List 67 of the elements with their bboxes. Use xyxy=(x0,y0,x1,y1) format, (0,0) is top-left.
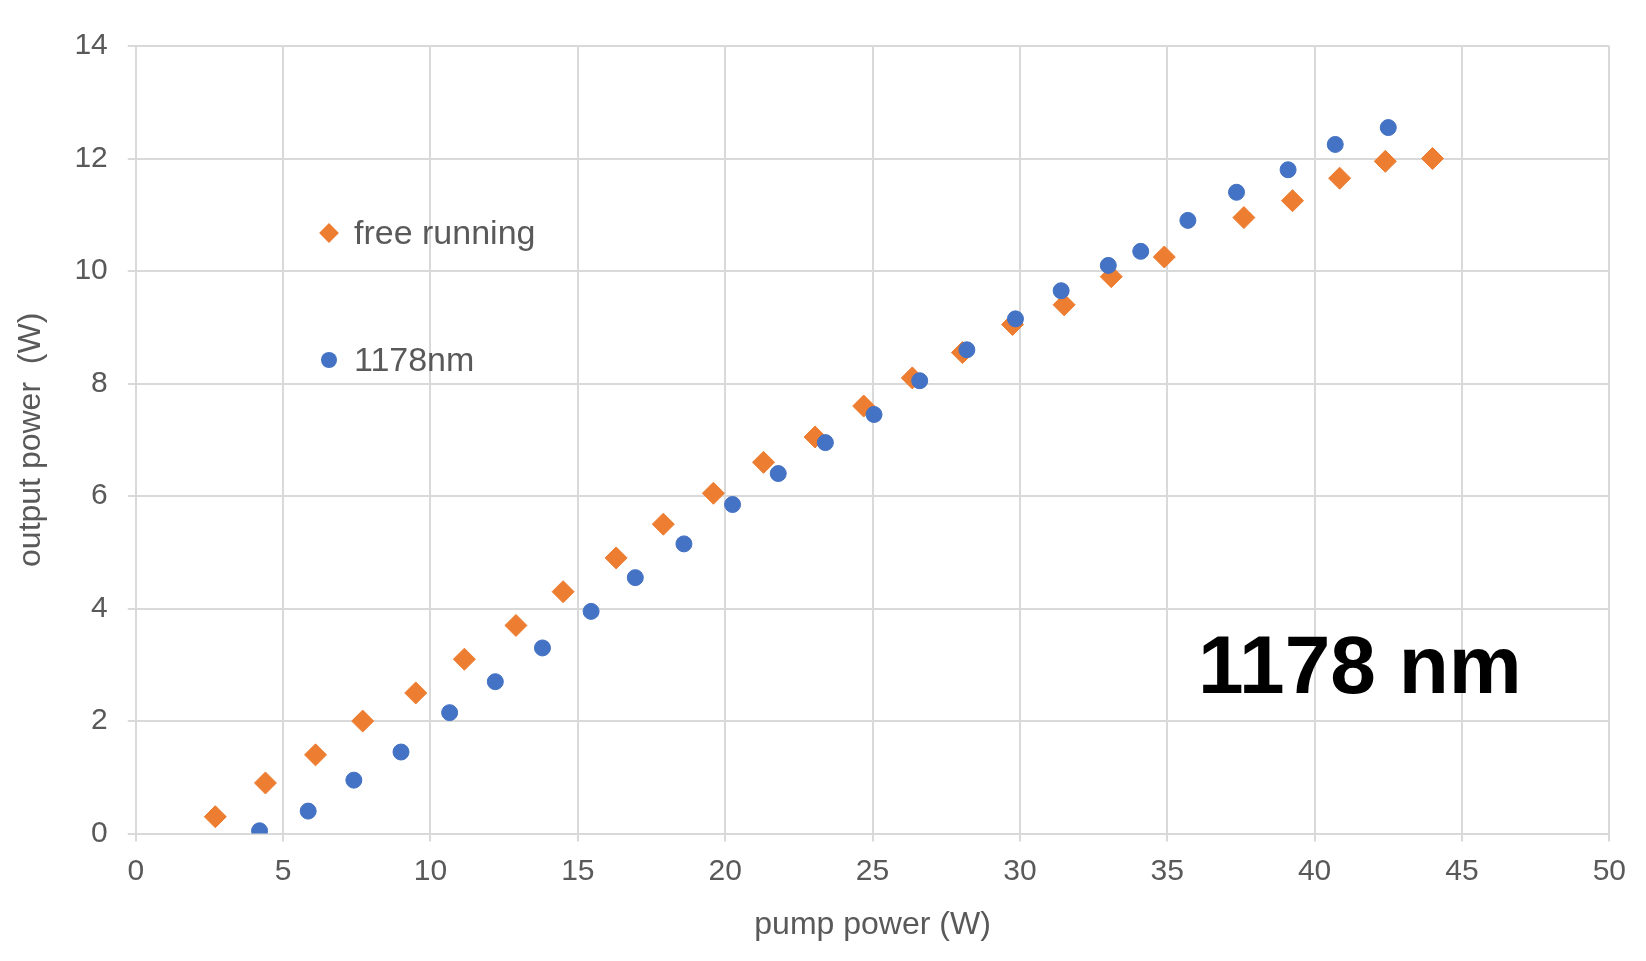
point xyxy=(769,465,787,483)
point xyxy=(675,535,693,553)
point xyxy=(816,434,834,452)
point xyxy=(582,602,600,620)
x-tick-label: 45 xyxy=(1445,852,1479,886)
legend-label: free running xyxy=(354,213,536,252)
point xyxy=(1373,149,1397,173)
point xyxy=(1006,310,1024,328)
point xyxy=(1132,242,1150,260)
y-tick-label: 10 xyxy=(74,252,108,286)
annotation: 1178 nm xyxy=(1198,618,1522,712)
point xyxy=(1420,147,1444,171)
point xyxy=(1052,282,1070,300)
y-tick-label: 8 xyxy=(91,364,108,398)
point xyxy=(604,546,628,570)
y-tick-label: 12 xyxy=(74,139,108,173)
point xyxy=(1099,256,1117,274)
point xyxy=(752,450,775,474)
x-tick-label: 0 xyxy=(127,852,145,886)
point xyxy=(1052,293,1076,317)
point xyxy=(1328,166,1352,190)
point xyxy=(865,405,883,423)
y-axis-title: output power (W) xyxy=(11,312,48,567)
x-tick-label: 5 xyxy=(274,852,292,886)
x-tick-label: 10 xyxy=(413,852,448,886)
point xyxy=(486,673,504,691)
y-tick-label: 2 xyxy=(91,702,108,736)
point xyxy=(452,647,476,671)
point xyxy=(651,512,675,536)
point xyxy=(1281,189,1304,213)
y-tick-label: 4 xyxy=(91,589,108,623)
point xyxy=(392,743,410,761)
point xyxy=(299,802,317,820)
x-tick-label: 30 xyxy=(1003,852,1037,886)
point xyxy=(701,481,725,505)
point xyxy=(958,341,976,359)
point xyxy=(1232,206,1256,230)
point xyxy=(1228,183,1246,201)
point xyxy=(626,569,644,587)
point xyxy=(1279,161,1297,179)
x-tick-label: 25 xyxy=(855,852,890,886)
point xyxy=(724,496,742,513)
point xyxy=(345,771,363,789)
legend-label: 1178nm xyxy=(354,340,475,379)
x-tick-label: 15 xyxy=(561,852,595,886)
x-tick-label: 20 xyxy=(708,852,742,886)
x-axis-title: pump power (W) xyxy=(754,904,991,941)
point xyxy=(253,771,277,795)
point xyxy=(504,613,528,637)
x-tick-label: 40 xyxy=(1297,852,1332,886)
point xyxy=(304,743,328,767)
point xyxy=(1152,245,1176,269)
point xyxy=(351,709,375,733)
y-tick-label: 6 xyxy=(91,477,108,511)
point xyxy=(911,372,929,390)
point xyxy=(441,704,459,722)
y-tick-label: 0 xyxy=(91,814,108,848)
point xyxy=(1326,135,1344,153)
x-tick-label: 35 xyxy=(1150,852,1184,886)
point xyxy=(551,580,575,604)
y-tick-label: 14 xyxy=(74,27,108,61)
point xyxy=(203,805,227,829)
point xyxy=(404,681,428,705)
point xyxy=(1179,211,1197,229)
point xyxy=(533,639,551,657)
x-tick-label: 50 xyxy=(1592,852,1626,886)
point xyxy=(1379,119,1397,137)
